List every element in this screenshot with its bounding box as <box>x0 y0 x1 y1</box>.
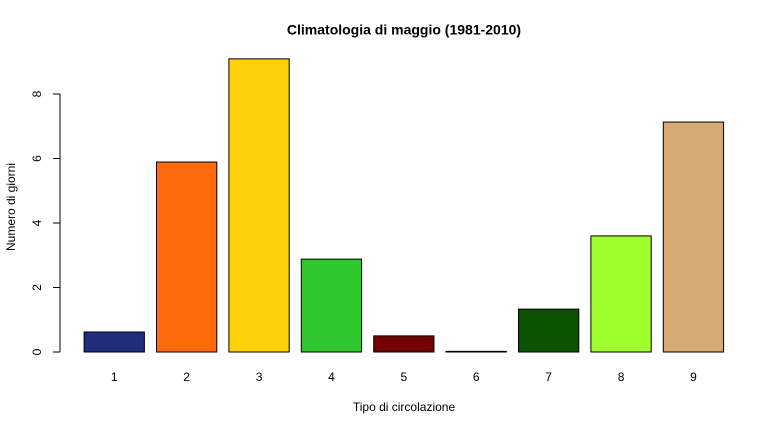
x-axis-label: Tipo di circolazione <box>353 400 456 414</box>
x-tick-label: 7 <box>545 370 552 384</box>
bar <box>590 235 652 353</box>
bar <box>518 308 580 353</box>
bar <box>156 161 218 353</box>
y-tick-label: 4 <box>30 219 44 226</box>
bar <box>83 331 145 353</box>
bar <box>445 350 507 353</box>
bar <box>300 258 363 353</box>
x-tick-label: 2 <box>183 370 190 384</box>
x-tick-label: 5 <box>401 370 408 384</box>
x-tick-label: 3 <box>256 370 263 384</box>
y-tick-label: 0 <box>30 348 44 355</box>
x-tick-label: 8 <box>618 370 625 384</box>
bar <box>373 335 435 353</box>
bar <box>228 58 290 353</box>
chart-title: Climatologia di maggio (1981-2010) <box>287 22 521 38</box>
x-tick-label: 9 <box>690 370 697 384</box>
bar <box>662 121 725 353</box>
x-tick-label: 4 <box>328 370 335 384</box>
y-tick-label: 8 <box>30 90 44 97</box>
y-tick-label: 6 <box>30 155 44 162</box>
x-tick-label: 1 <box>111 370 118 384</box>
y-tick-label: 2 <box>30 284 44 291</box>
y-axis-label: Numero di giorni <box>4 163 18 251</box>
x-tick-label: 6 <box>473 370 480 384</box>
